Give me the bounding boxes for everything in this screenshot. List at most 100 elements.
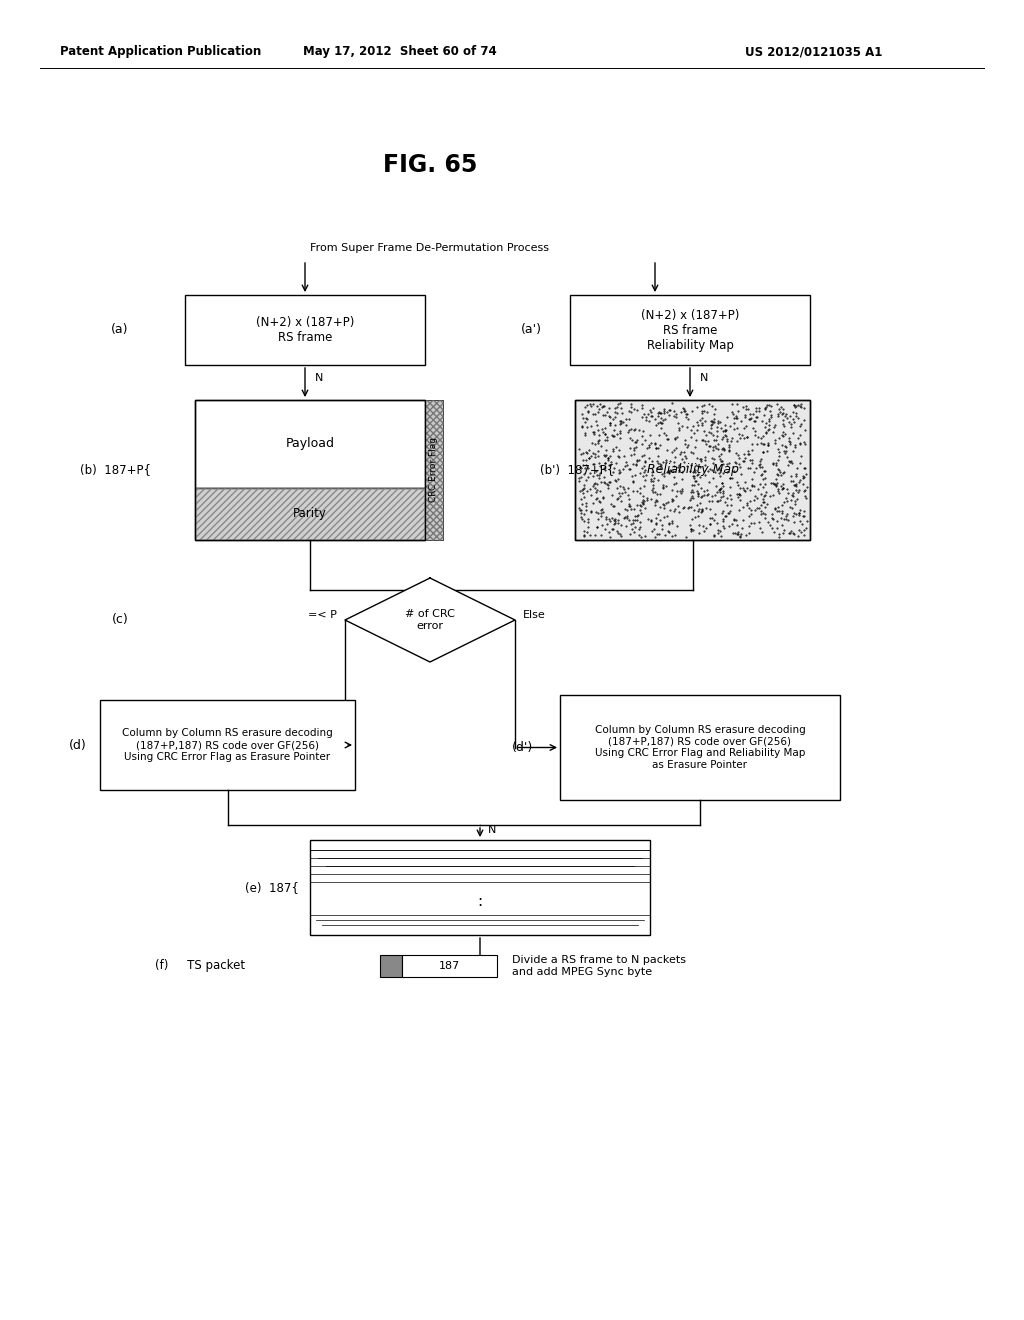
Point	[713, 487, 729, 508]
Point	[787, 403, 804, 424]
Point	[612, 397, 629, 418]
Point	[745, 462, 762, 483]
Point	[668, 524, 684, 545]
Point	[602, 407, 618, 428]
Point	[775, 426, 792, 447]
Point	[762, 486, 778, 507]
Point	[581, 440, 597, 461]
Point	[683, 420, 699, 441]
Point	[667, 474, 683, 495]
Point	[673, 442, 689, 463]
Point	[626, 521, 642, 543]
Point	[600, 478, 616, 499]
Point	[759, 393, 775, 414]
Point	[577, 412, 593, 433]
Point	[622, 418, 638, 440]
Point	[683, 517, 699, 539]
Point	[693, 487, 710, 508]
Point	[775, 462, 792, 483]
Point	[686, 467, 702, 488]
Point	[679, 436, 695, 457]
Point	[626, 420, 642, 441]
Point	[666, 401, 682, 422]
Point	[595, 422, 611, 444]
Point	[798, 433, 814, 454]
Point	[791, 525, 807, 546]
Point	[721, 502, 737, 523]
Point	[689, 465, 706, 486]
Point	[572, 503, 589, 524]
Point	[726, 412, 742, 433]
Point	[597, 446, 613, 467]
Point	[784, 482, 801, 503]
Point	[782, 451, 799, 473]
Point	[602, 511, 618, 532]
Point	[779, 408, 796, 429]
Bar	[575, 400, 810, 540]
Point	[712, 412, 728, 433]
Point	[664, 512, 680, 533]
Point	[755, 477, 771, 498]
Point	[784, 484, 801, 506]
Point	[742, 407, 759, 428]
Point	[795, 465, 811, 486]
Point	[755, 469, 771, 490]
Point	[591, 491, 607, 512]
Point	[685, 462, 701, 483]
Point	[744, 453, 761, 474]
Text: (N+2) x (187+P)
RS frame: (N+2) x (187+P) RS frame	[256, 315, 354, 345]
Point	[774, 478, 791, 499]
Point	[799, 477, 815, 498]
Point	[756, 461, 772, 482]
Point	[674, 449, 690, 470]
Point	[670, 413, 686, 434]
Point	[792, 433, 808, 454]
Point	[698, 425, 715, 446]
Point	[689, 486, 706, 507]
Point	[676, 451, 692, 473]
Point	[787, 463, 804, 484]
Point	[581, 400, 597, 421]
Point	[574, 482, 591, 503]
Point	[731, 453, 748, 474]
Point	[586, 473, 602, 494]
Point	[623, 428, 639, 449]
Point	[616, 507, 633, 528]
Point	[657, 451, 674, 473]
Point	[788, 405, 805, 426]
Point	[725, 461, 741, 482]
Point	[793, 425, 809, 446]
Point	[776, 436, 793, 457]
Point	[662, 521, 678, 543]
Point	[722, 484, 738, 506]
Point	[713, 417, 729, 438]
Point	[764, 504, 780, 525]
Point	[653, 454, 670, 475]
Point	[677, 446, 693, 467]
Point	[758, 421, 774, 442]
Point	[739, 440, 756, 461]
Point	[597, 507, 613, 528]
Point	[696, 465, 713, 486]
Point	[763, 396, 779, 417]
Point	[767, 475, 783, 496]
Point	[719, 487, 735, 508]
Point	[703, 459, 720, 480]
Point	[754, 463, 770, 484]
Point	[655, 507, 672, 528]
Text: Parity: Parity	[293, 507, 327, 520]
Point	[589, 516, 605, 537]
Point	[752, 453, 768, 474]
Point	[767, 498, 783, 519]
Point	[658, 475, 675, 496]
Point	[746, 490, 763, 511]
Point	[678, 407, 694, 428]
Point	[589, 414, 605, 436]
Point	[769, 517, 785, 539]
Point	[652, 510, 669, 531]
Point	[715, 486, 731, 507]
Point	[703, 414, 720, 436]
Point	[658, 429, 675, 450]
Point	[797, 457, 813, 478]
Point	[760, 434, 776, 455]
